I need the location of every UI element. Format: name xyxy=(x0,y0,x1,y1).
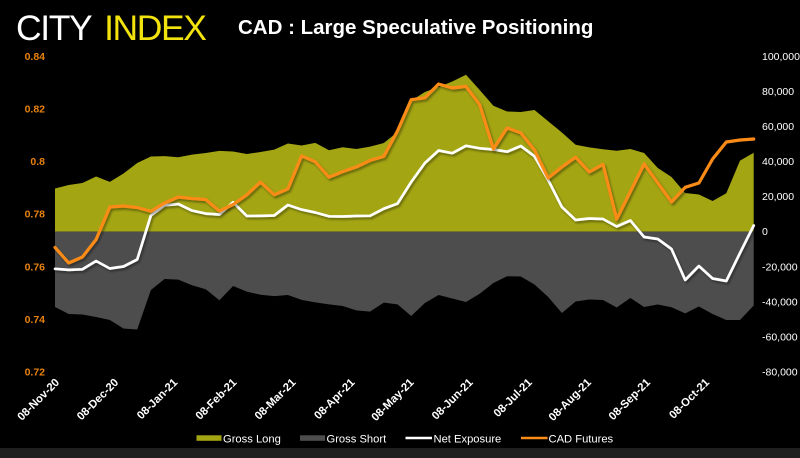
svg-text:0.84: 0.84 xyxy=(25,51,46,63)
svg-text:-20,000: -20,000 xyxy=(762,261,798,273)
svg-text:Gross Long: Gross Long xyxy=(223,434,281,446)
svg-text:08-May-21: 08-May-21 xyxy=(369,377,416,424)
svg-text:0.82: 0.82 xyxy=(25,104,46,116)
svg-text:08-Dec-20: 08-Dec-20 xyxy=(75,377,121,423)
svg-text:-60,000: -60,000 xyxy=(762,331,798,343)
svg-text:80,000: 80,000 xyxy=(762,86,794,98)
svg-text:0: 0 xyxy=(762,226,768,238)
svg-text:20,000: 20,000 xyxy=(762,191,794,203)
svg-text:0.76: 0.76 xyxy=(25,261,46,273)
svg-text:60,000: 60,000 xyxy=(762,121,794,133)
svg-text:08-Nov-20: 08-Nov-20 xyxy=(15,377,62,424)
svg-text:CAD Futures: CAD Futures xyxy=(549,434,614,446)
svg-text:08-Sep-21: 08-Sep-21 xyxy=(607,377,653,423)
svg-text:0.8: 0.8 xyxy=(30,156,45,168)
svg-text:-80,000: -80,000 xyxy=(762,367,798,379)
svg-text:Net Exposure: Net Exposure xyxy=(434,434,502,446)
svg-text:08-Mar-21: 08-Mar-21 xyxy=(253,377,299,423)
svg-text:08-Apr-21: 08-Apr-21 xyxy=(312,377,357,422)
svg-text:40,000: 40,000 xyxy=(762,156,794,168)
svg-text:0.72: 0.72 xyxy=(25,367,46,379)
svg-text:08-Oct-21: 08-Oct-21 xyxy=(667,377,712,422)
svg-text:08-Jul-21: 08-Jul-21 xyxy=(492,377,535,420)
svg-text:Gross Short: Gross Short xyxy=(327,434,388,446)
svg-text:08-Aug-21: 08-Aug-21 xyxy=(547,377,594,424)
svg-text:0.74: 0.74 xyxy=(25,314,46,326)
svg-text:100,000: 100,000 xyxy=(762,51,800,63)
svg-text:08-Jun-21: 08-Jun-21 xyxy=(430,377,476,423)
svg-text:08-Feb-21: 08-Feb-21 xyxy=(194,377,240,423)
svg-text:0.78: 0.78 xyxy=(25,209,46,221)
svg-text:-40,000: -40,000 xyxy=(762,296,798,308)
svg-text:08-Jan-21: 08-Jan-21 xyxy=(135,377,180,422)
